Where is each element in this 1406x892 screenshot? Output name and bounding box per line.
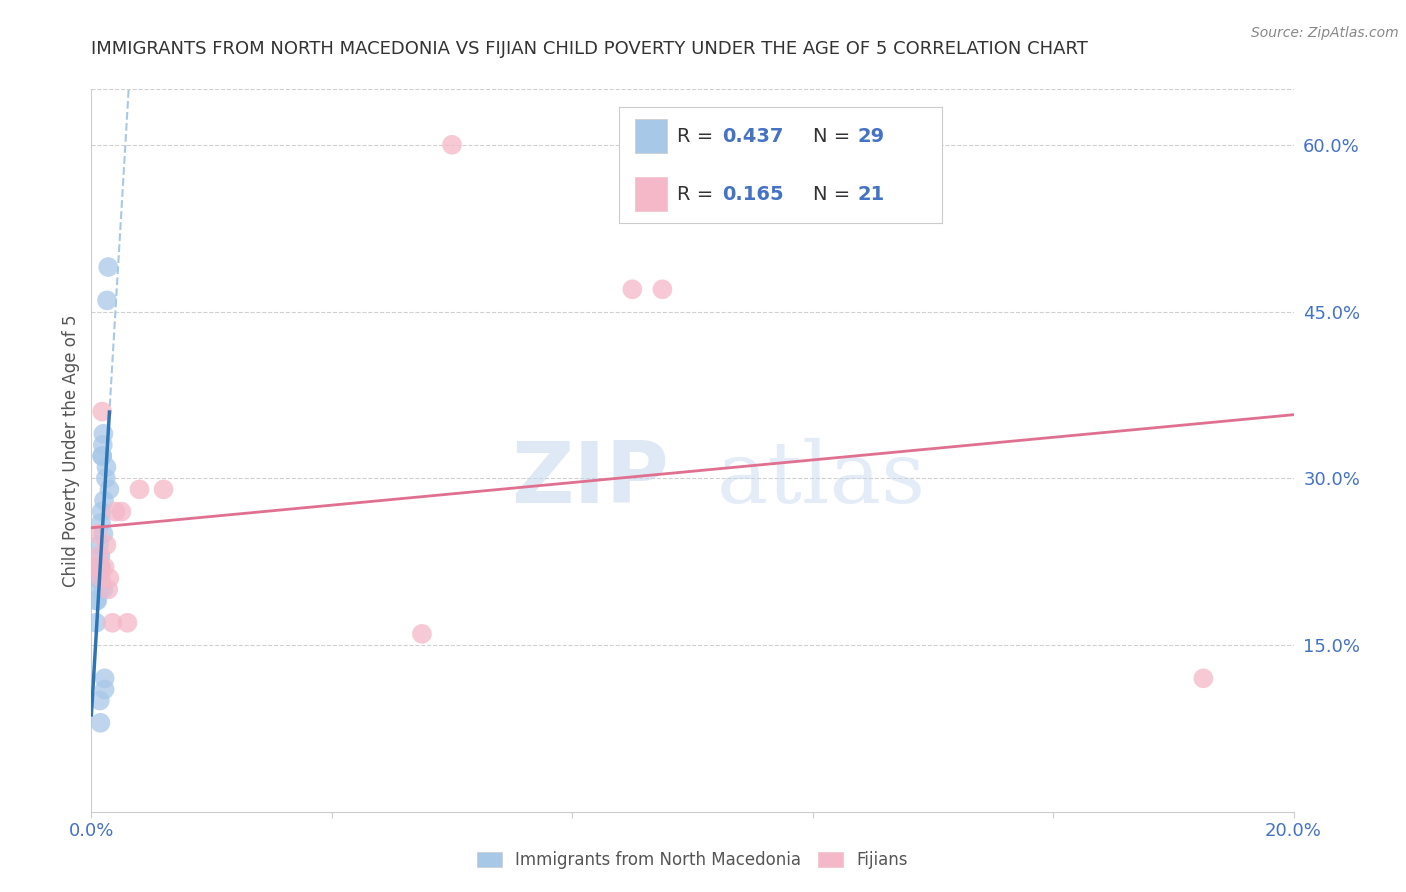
Point <box>93 682 115 697</box>
Point <box>104 505 127 519</box>
Point <box>101 615 124 630</box>
Point <box>411 627 433 641</box>
Point <box>96 538 118 552</box>
Point <box>93 493 115 508</box>
Point <box>110 505 132 519</box>
Point <box>91 438 114 452</box>
Y-axis label: Child Poverty Under the Age of 5: Child Poverty Under the Age of 5 <box>62 314 80 587</box>
Point <box>621 282 644 296</box>
Point <box>87 571 110 585</box>
Bar <box>636 177 666 211</box>
Text: atlas: atlas <box>717 438 925 521</box>
Point <box>86 526 108 541</box>
Point <box>89 560 111 574</box>
Point <box>93 560 115 574</box>
Point <box>96 293 118 308</box>
Point <box>94 471 117 485</box>
Point <box>91 404 114 418</box>
Point <box>84 615 107 630</box>
Point <box>91 449 114 463</box>
Point <box>651 282 673 296</box>
Text: ZIP: ZIP <box>510 438 668 521</box>
Point <box>87 549 110 563</box>
Point <box>89 538 111 552</box>
Point <box>89 715 111 730</box>
Point <box>117 615 139 630</box>
Point <box>87 560 110 574</box>
Point <box>91 449 114 463</box>
Point <box>128 483 150 497</box>
Point <box>440 137 463 152</box>
Bar <box>636 119 666 153</box>
Text: N =: N = <box>813 127 856 145</box>
Point <box>98 571 121 585</box>
Point <box>97 582 120 597</box>
Point <box>89 582 111 597</box>
Point <box>84 560 107 574</box>
Point <box>96 460 118 475</box>
Point <box>93 671 115 685</box>
Point <box>93 526 115 541</box>
Point <box>1192 671 1215 685</box>
Point <box>97 260 120 274</box>
Text: R =: R = <box>676 127 720 145</box>
Text: 21: 21 <box>858 185 886 203</box>
Text: N =: N = <box>813 185 856 203</box>
Point <box>84 593 107 607</box>
Text: IMMIGRANTS FROM NORTH MACEDONIA VS FIJIAN CHILD POVERTY UNDER THE AGE OF 5 CORRE: IMMIGRANTS FROM NORTH MACEDONIA VS FIJIA… <box>91 40 1088 58</box>
Point <box>90 571 112 585</box>
Text: Source: ZipAtlas.com: Source: ZipAtlas.com <box>1251 26 1399 40</box>
Point <box>89 549 111 563</box>
Legend: Immigrants from North Macedonia, Fijians: Immigrants from North Macedonia, Fijians <box>471 845 914 876</box>
Point <box>90 560 112 574</box>
Text: 29: 29 <box>858 127 884 145</box>
Point <box>90 516 112 530</box>
Text: R =: R = <box>676 185 720 203</box>
Point <box>152 483 174 497</box>
Point <box>89 560 111 574</box>
Text: 0.437: 0.437 <box>723 127 783 145</box>
Point <box>86 571 108 585</box>
Point <box>86 593 108 607</box>
Point <box>93 426 115 441</box>
Point <box>89 693 111 707</box>
Point <box>93 582 115 597</box>
Point <box>90 505 112 519</box>
Text: 0.165: 0.165 <box>723 185 783 203</box>
Point <box>98 483 121 497</box>
